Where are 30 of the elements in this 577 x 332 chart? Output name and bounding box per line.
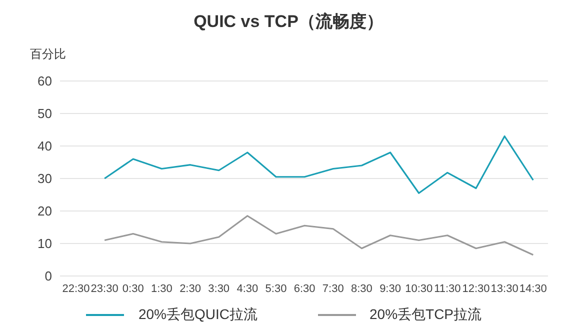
legend-label: 20%丢包TCP拉流: [370, 306, 482, 324]
x-tick-label: 8:30: [351, 282, 372, 295]
x-tick-label: 11:30: [434, 282, 461, 295]
line-series: [104, 135, 534, 194]
line-series: [104, 215, 534, 256]
x-tick-label: 2:30: [180, 282, 201, 295]
y-tick-label: 10: [38, 236, 52, 252]
y-tick-label: 60: [38, 74, 52, 89]
x-tick-label: 5:30: [265, 282, 287, 295]
legend-label: 20%丢包QUIC拉流: [138, 306, 258, 324]
x-tick-label: 3:30: [208, 282, 230, 295]
y-tick-label: 20: [38, 204, 52, 219]
x-tick-label: 9:30: [380, 282, 401, 295]
x-tick-label: 14:30: [519, 282, 547, 295]
y-tick-label: 50: [38, 106, 52, 122]
x-tick-label: 13:30: [490, 282, 518, 295]
y-tick-label: 0: [44, 268, 52, 284]
x-tick-label: 1:30: [151, 282, 172, 295]
x-tick-label: 6:30: [294, 282, 316, 295]
x-tick-label: 12:30: [462, 282, 490, 295]
x-tick-label: 4:30: [236, 282, 258, 295]
y-tick-label: 40: [38, 138, 52, 154]
x-tick-label: 23:30: [90, 282, 118, 295]
x-tick-label: 0:30: [122, 282, 144, 295]
x-tick-label: 22:30: [62, 282, 90, 295]
chart-title: QUIC vs TCP（流畅度）: [192, 11, 384, 33]
x-tick-label: 7:30: [322, 282, 344, 295]
x-tick-label: 10:30: [405, 282, 433, 295]
y-tick-label: 30: [38, 171, 52, 186]
y-axis-title: 百分比: [30, 46, 66, 63]
